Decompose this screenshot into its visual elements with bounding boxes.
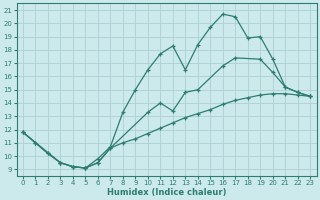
X-axis label: Humidex (Indice chaleur): Humidex (Indice chaleur) bbox=[107, 188, 226, 197]
